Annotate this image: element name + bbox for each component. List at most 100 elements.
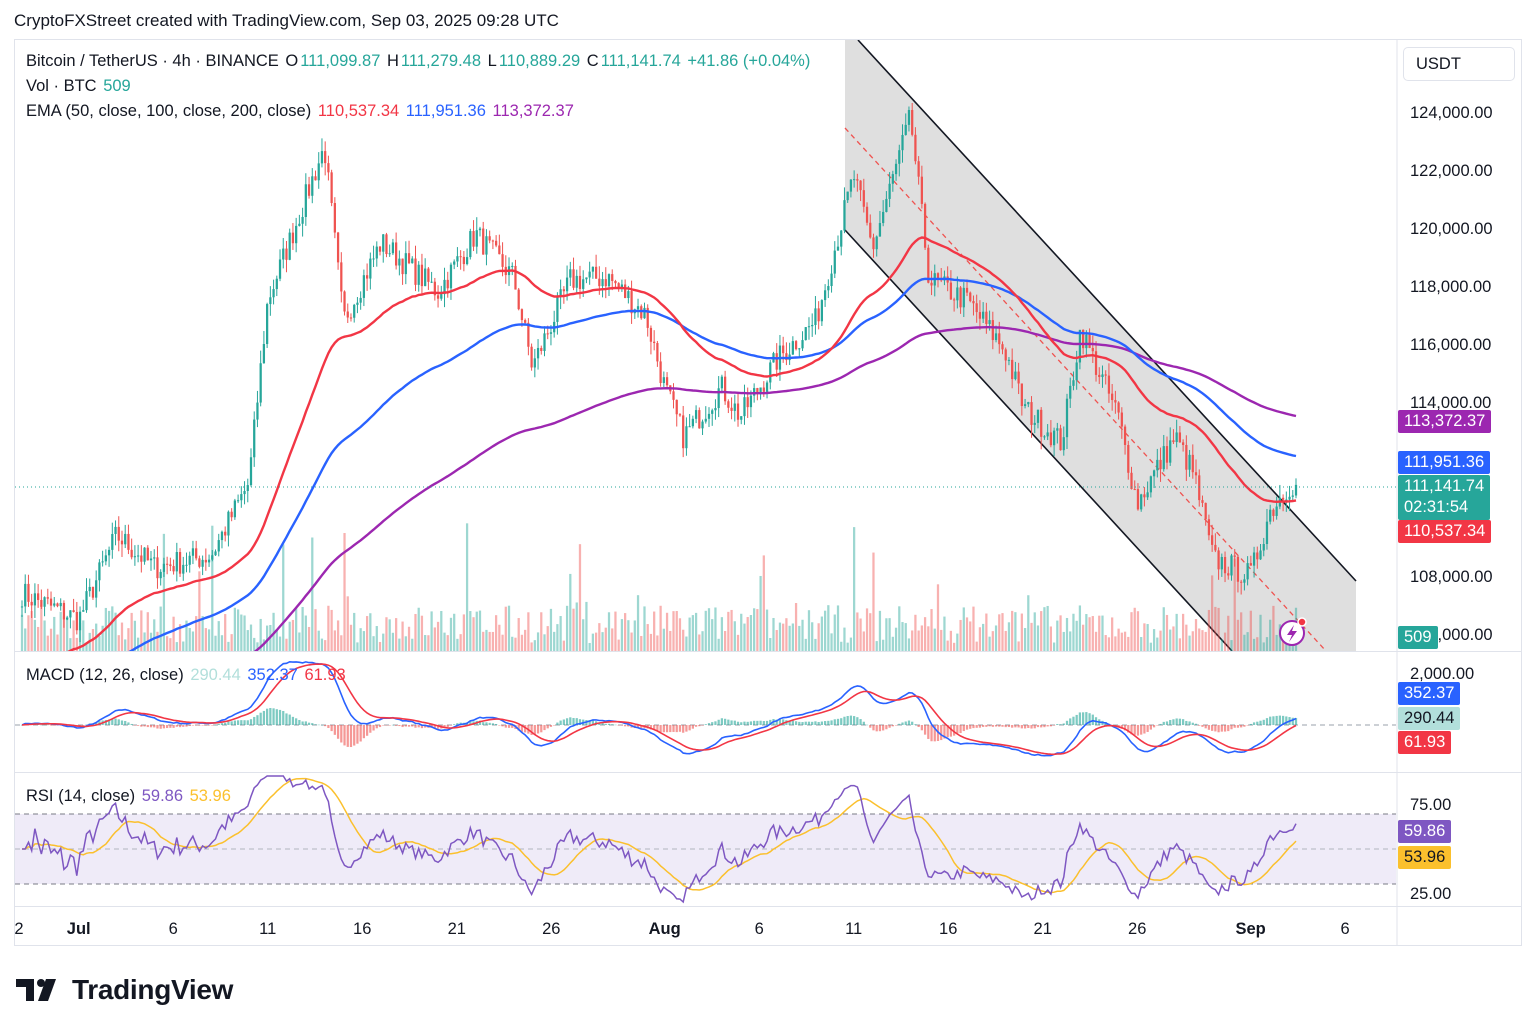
volume-bar xyxy=(382,633,385,651)
volume-bar xyxy=(769,638,772,651)
rsi-line xyxy=(22,775,1297,904)
price-axis-tick: 118,000.00 xyxy=(1410,278,1491,296)
volume-bar xyxy=(856,612,859,651)
candle xyxy=(485,229,488,266)
rsi-label[interactable]: RSI (14, close) xyxy=(26,787,136,805)
ohlc-low-label: L xyxy=(487,52,497,70)
macd-histogram-bar xyxy=(301,721,304,725)
chart-frame[interactable] xyxy=(14,39,1522,946)
volume-bar xyxy=(446,635,449,651)
candle xyxy=(224,526,227,542)
candle xyxy=(69,610,72,629)
candle xyxy=(975,294,978,323)
channel-upper-line[interactable] xyxy=(857,40,1357,582)
volume-bar xyxy=(1262,642,1265,651)
time-axis[interactable]: 2 Jul 6 11 16 21 26 Aug 6 11 16 21 26 Sep 6 xyxy=(14,920,1349,938)
volume-bar xyxy=(1236,619,1240,651)
price-pane[interactable] xyxy=(15,40,1397,754)
macd-histogram-bar xyxy=(617,725,620,726)
volume-bar xyxy=(385,617,388,651)
rsi-tag: 59.86 xyxy=(1398,820,1452,843)
volume-bar xyxy=(1020,613,1023,651)
volume-bar xyxy=(324,640,327,651)
macd-histogram-bar xyxy=(136,725,140,726)
macd-histogram-bar xyxy=(656,725,659,731)
macd-histogram-bar xyxy=(333,725,336,735)
macd-signal-line xyxy=(21,663,1297,756)
volume-bar xyxy=(646,624,649,651)
candle xyxy=(927,244,930,284)
macd-pane[interactable] xyxy=(15,660,1397,757)
macd-histogram-bar xyxy=(611,724,614,725)
alert-icon[interactable] xyxy=(1279,617,1307,646)
volume-bar xyxy=(1007,622,1011,651)
volume-bar xyxy=(236,609,240,651)
volume-bar xyxy=(611,628,614,651)
volume-bar xyxy=(823,610,827,651)
macd-histogram-bar xyxy=(1198,725,1201,726)
volume-bar xyxy=(959,619,962,651)
candle xyxy=(762,381,765,397)
macd-histogram-bar xyxy=(346,725,349,747)
macd-histogram-bar xyxy=(1291,717,1294,725)
volume-bar xyxy=(865,608,869,651)
ema-label[interactable]: EMA (50, close, 100, close, 200, close) xyxy=(26,102,312,120)
macd-signal-value: 61.93 xyxy=(304,666,346,684)
macd-histogram-bar xyxy=(949,725,953,737)
macd-histogram-bar xyxy=(1023,725,1027,729)
candle xyxy=(678,413,682,417)
volume-label[interactable]: Vol · BTC xyxy=(26,77,97,95)
macd-histogram-bar xyxy=(1052,725,1056,726)
volume-bar xyxy=(1085,614,1088,651)
rsi-pane[interactable] xyxy=(15,775,1397,904)
candle xyxy=(1169,427,1172,466)
volume-bar xyxy=(414,613,417,651)
volume-bar xyxy=(375,626,378,651)
candle xyxy=(749,390,753,418)
volume-bar xyxy=(1169,629,1172,651)
candle xyxy=(78,606,82,643)
macd-histogram-bar xyxy=(1194,723,1198,725)
candle xyxy=(1104,370,1107,385)
time-axis-tick: Sep xyxy=(1236,920,1266,938)
symbol-title[interactable]: Bitcoin / TetherUS · 4h · BINANCE xyxy=(26,52,279,70)
candle xyxy=(846,191,849,203)
macd-histogram-bar xyxy=(604,723,607,725)
volume-bar xyxy=(682,629,685,651)
macd-histogram-bar xyxy=(1156,725,1159,726)
macd-histogram-bar xyxy=(559,720,562,725)
candle xyxy=(153,549,156,570)
candle xyxy=(1094,341,1098,382)
volume-bar xyxy=(827,605,830,651)
currency-selector[interactable]: USDT xyxy=(1403,47,1515,81)
candle xyxy=(891,170,894,192)
candle xyxy=(59,598,62,611)
candle xyxy=(1178,425,1182,443)
candle xyxy=(101,550,104,567)
macd-histogram-bar xyxy=(85,724,88,726)
volume-bar xyxy=(285,638,288,651)
volume-bar xyxy=(1014,612,1017,651)
volume-bar xyxy=(662,628,665,651)
volume-bar xyxy=(627,620,630,651)
macd-histogram-bar xyxy=(975,725,978,728)
tradingview-logo[interactable]: TradingView xyxy=(16,974,233,1006)
candle xyxy=(191,540,195,565)
candle xyxy=(569,261,572,287)
macd-label[interactable]: MACD (12, 26, close) xyxy=(26,666,184,684)
candle xyxy=(572,257,575,291)
candle xyxy=(417,261,420,292)
macd-histogram-bar xyxy=(859,719,862,725)
volume-bar xyxy=(482,631,485,651)
volume-bar xyxy=(578,544,582,651)
candle xyxy=(662,371,665,388)
candle xyxy=(1294,478,1298,499)
candle xyxy=(185,552,188,573)
macd-histogram-bar xyxy=(875,725,878,732)
macd-histogram-bar xyxy=(501,725,504,727)
ema200-line xyxy=(253,326,1297,651)
macd-histogram-bar xyxy=(436,725,440,729)
channel-lower-line[interactable] xyxy=(844,229,1233,651)
candle xyxy=(804,327,807,341)
